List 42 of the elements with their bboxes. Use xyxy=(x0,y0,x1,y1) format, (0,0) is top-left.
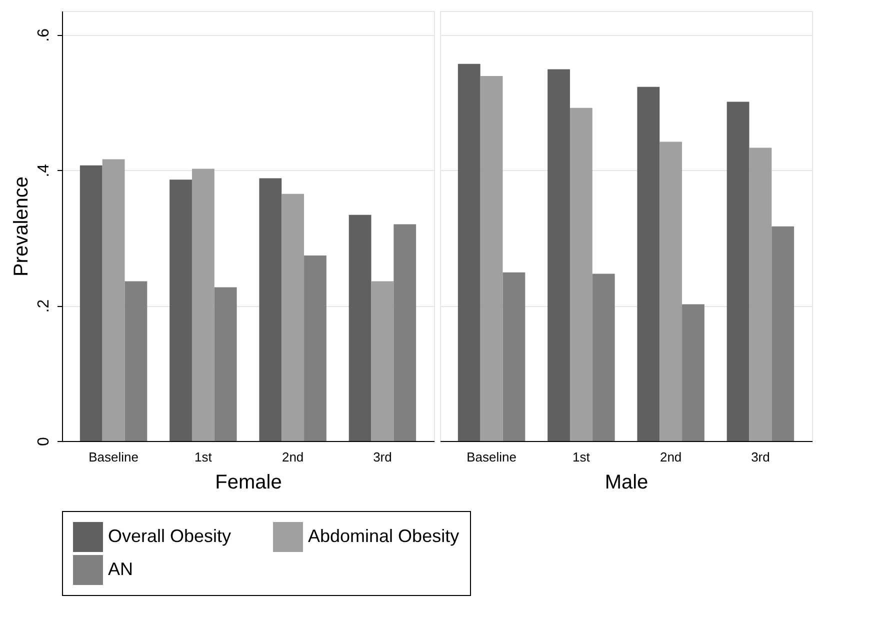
bar xyxy=(371,281,394,441)
bar xyxy=(749,148,772,441)
x-axis-title: Male xyxy=(604,472,648,494)
y-tick-label: 0 xyxy=(36,436,52,446)
bar xyxy=(259,178,282,441)
bar xyxy=(192,168,214,441)
x-tick-label: 2nd xyxy=(282,450,304,464)
bar xyxy=(660,142,682,441)
x-tick-label: 3rd xyxy=(751,450,770,464)
y-tick-label: .2 xyxy=(36,299,52,313)
legend-label: AN xyxy=(108,559,134,579)
y-tick-label: .6 xyxy=(36,28,52,42)
x-tick-label: Baseline xyxy=(88,450,138,464)
bar xyxy=(304,255,326,441)
legend-label: Overall Obesity xyxy=(108,526,232,546)
bar xyxy=(124,281,148,441)
bar xyxy=(548,69,570,441)
x-axis-title: Female xyxy=(215,472,282,494)
bar xyxy=(80,165,102,441)
legend-label: Abdominal Obesity xyxy=(308,526,460,546)
bar xyxy=(682,304,704,441)
bar xyxy=(170,180,192,441)
bar xyxy=(502,272,526,441)
bar xyxy=(570,108,592,441)
x-tick-label: 1st xyxy=(572,450,590,464)
x-tick-label: 1st xyxy=(194,450,212,464)
bar xyxy=(772,226,794,441)
x-tick-label: 3rd xyxy=(373,450,392,464)
bar xyxy=(214,287,237,441)
bar xyxy=(348,214,372,441)
bar xyxy=(102,159,125,441)
bar xyxy=(637,86,660,441)
bar xyxy=(480,76,503,441)
bar xyxy=(726,102,750,441)
x-tick-label: Baseline xyxy=(466,450,516,464)
y-tick-label: .4 xyxy=(36,164,52,178)
bar xyxy=(394,224,416,441)
x-tick-label: 2nd xyxy=(660,450,682,464)
bar xyxy=(458,64,480,441)
bar xyxy=(282,194,304,441)
bar xyxy=(592,274,615,441)
y-axis-title: Prevalence xyxy=(10,176,32,277)
